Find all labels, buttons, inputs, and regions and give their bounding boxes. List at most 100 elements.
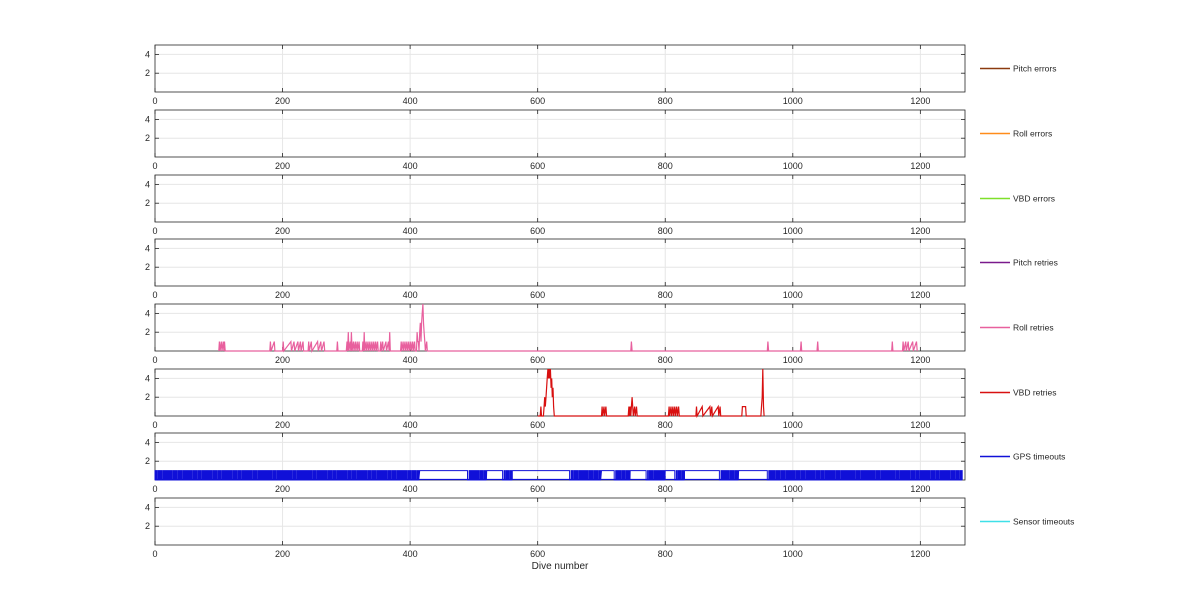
x-tick-label: 400 xyxy=(403,290,418,300)
x-tick-label: 600 xyxy=(530,96,545,106)
x-tick-label: 200 xyxy=(275,226,290,236)
x-tick-label: 1000 xyxy=(783,96,803,106)
x-tick-label: 0 xyxy=(152,226,157,236)
y-tick-label: 4 xyxy=(145,179,150,189)
x-tick-label: 0 xyxy=(152,96,157,106)
x-tick-label: 1200 xyxy=(910,355,930,365)
series-line-gps-timeouts xyxy=(154,470,963,481)
axes-box xyxy=(154,303,966,352)
x-tick-label: 1000 xyxy=(783,484,803,494)
y-tick-label: 4 xyxy=(145,373,150,383)
x-tick-label: 400 xyxy=(403,96,418,106)
legend-label: VBD errors xyxy=(1013,194,1055,204)
y-tick-label: 2 xyxy=(145,262,150,272)
x-tick-label: 200 xyxy=(275,290,290,300)
legend-label: Sensor timeouts xyxy=(1013,517,1074,527)
x-tick-label: 400 xyxy=(403,355,418,365)
x-tick-label: 200 xyxy=(275,484,290,494)
y-tick-label: 2 xyxy=(145,133,150,143)
x-tick-label: 1200 xyxy=(910,96,930,106)
x-tick-label: 600 xyxy=(530,420,545,430)
x-tick-label: 1200 xyxy=(910,549,930,559)
x-tick-label: 400 xyxy=(403,161,418,171)
x-tick-label: 800 xyxy=(658,484,673,494)
y-tick-label: 2 xyxy=(145,521,150,531)
x-tick-label: 1200 xyxy=(910,226,930,236)
x-tick-label: 1000 xyxy=(783,161,803,171)
x-tick-label: 200 xyxy=(275,355,290,365)
x-tick-label: 1000 xyxy=(783,355,803,365)
x-tick-label: 1000 xyxy=(783,549,803,559)
series-line-roll-retries xyxy=(218,303,918,353)
y-tick-label: 4 xyxy=(145,308,150,318)
x-tick-label: 1000 xyxy=(783,290,803,300)
subplot-1: 0 200 400 600 800 1000 1200 2 4 Pitch errors xyxy=(145,44,1056,106)
y-tick-label: 4 xyxy=(145,49,150,59)
x-tick-label: 800 xyxy=(658,226,673,236)
subplot-5: 0 200 400 600 800 1000 1200 2 4 Roll retries xyxy=(145,303,1054,365)
y-tick-label: 2 xyxy=(145,327,150,337)
axes-box xyxy=(154,174,966,223)
legend-label: Roll errors xyxy=(1013,129,1052,139)
x-tick-label: 0 xyxy=(152,549,157,559)
x-tick-label: 600 xyxy=(530,290,545,300)
legend-label: Pitch errors xyxy=(1013,64,1056,74)
legend-label: GPS timeouts xyxy=(1013,452,1065,462)
subplot-3: 0 200 400 600 800 1000 1200 2 4 VBD errors xyxy=(145,174,1055,236)
x-tick-label: 200 xyxy=(275,549,290,559)
x-tick-label: 1200 xyxy=(910,290,930,300)
x-tick-label: 600 xyxy=(530,161,545,171)
y-tick-label: 4 xyxy=(145,114,150,124)
subplot-4: 0 200 400 600 800 1000 1200 2 4 Pitch retries xyxy=(145,238,1058,300)
x-tick-label: 600 xyxy=(530,355,545,365)
x-tick-label: 800 xyxy=(658,290,673,300)
x-tick-label: 600 xyxy=(530,549,545,559)
subplot-6: 0 200 400 600 800 1000 1200 2 4 VBD retries xyxy=(145,368,1056,430)
legend-label: Roll retries xyxy=(1013,323,1054,333)
x-tick-label: 800 xyxy=(658,420,673,430)
y-tick-label: 2 xyxy=(145,68,150,78)
axes-box xyxy=(154,368,966,417)
axes-box xyxy=(154,44,966,93)
y-tick-label: 2 xyxy=(145,392,150,402)
x-tick-label: 0 xyxy=(152,420,157,430)
subplot-7: 0 200 400 600 800 1000 1200 2 4 GPS timeouts xyxy=(145,432,1065,494)
x-tick-label: 1000 xyxy=(783,226,803,236)
y-tick-label: 4 xyxy=(145,243,150,253)
x-tick-label: 400 xyxy=(403,549,418,559)
axes-box xyxy=(154,109,966,158)
x-tick-label: 0 xyxy=(152,290,157,300)
series-line-vbd-retries xyxy=(537,368,765,419)
subplot-8: 0 200 400 600 800 1000 1200 2 4 Sensor timeouts xyxy=(145,497,1074,559)
x-tick-label: 200 xyxy=(275,420,290,430)
x-tick-label: 400 xyxy=(403,420,418,430)
x-tick-label: 0 xyxy=(152,355,157,365)
subplot-2: 0 200 400 600 800 1000 1200 2 4 Roll errors xyxy=(145,109,1052,171)
y-tick-label: 2 xyxy=(145,456,150,466)
x-tick-label: 1200 xyxy=(910,484,930,494)
legend-label: VBD retries xyxy=(1013,388,1056,398)
x-tick-label: 200 xyxy=(275,161,290,171)
x-tick-label: 800 xyxy=(658,96,673,106)
x-tick-label: 1200 xyxy=(910,161,930,171)
legend-label: Pitch retries xyxy=(1013,258,1058,268)
y-tick-label: 4 xyxy=(145,437,150,447)
y-tick-label: 4 xyxy=(145,502,150,512)
y-tick-label: 2 xyxy=(145,198,150,208)
x-axis-label: Dive number xyxy=(532,561,589,572)
x-tick-label: 800 xyxy=(658,161,673,171)
x-tick-label: 1000 xyxy=(783,420,803,430)
x-tick-label: 400 xyxy=(403,226,418,236)
x-tick-label: 800 xyxy=(658,549,673,559)
axes-box xyxy=(154,238,966,287)
axes-box xyxy=(154,497,966,546)
x-tick-label: 400 xyxy=(403,484,418,494)
x-tick-label: 600 xyxy=(530,484,545,494)
x-tick-label: 200 xyxy=(275,96,290,106)
x-tick-label: 0 xyxy=(152,161,157,171)
x-tick-label: 800 xyxy=(658,355,673,365)
x-tick-label: 1200 xyxy=(910,420,930,430)
x-tick-label: 0 xyxy=(152,484,157,494)
